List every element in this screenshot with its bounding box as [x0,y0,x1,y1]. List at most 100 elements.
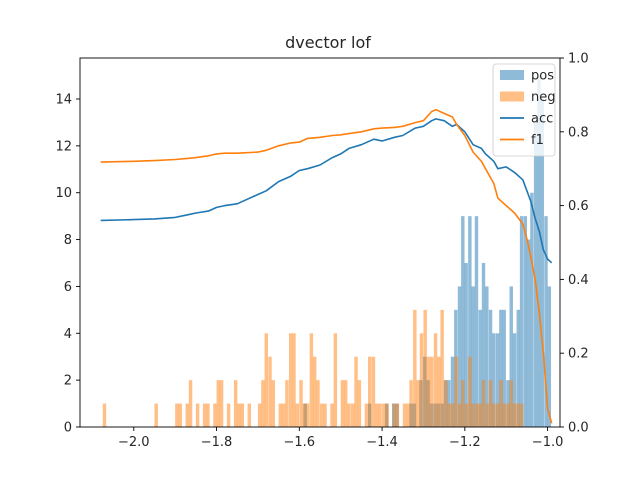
y-tick-label-6: 12 [55,139,72,154]
bar-neg-75 [478,403,482,427]
bar-neg-39 [344,380,348,427]
bar-neg-31 [309,333,314,427]
bar-neg-84 [509,380,513,427]
bar-neg-34 [320,403,324,427]
bar-neg-83 [506,403,510,427]
bar-neg-4 [185,403,189,427]
bar-neg-69 [457,403,462,427]
bar-pos-32 [506,380,510,427]
bar-pos-42 [540,99,544,427]
bar-neg-74 [475,403,479,427]
bar-pos-39 [530,192,534,427]
legend-box [492,63,556,157]
bar-pos-37 [523,216,528,427]
bar-neg-80 [495,403,500,427]
bar-neg-25 [288,333,293,427]
bar-neg-82 [502,403,506,427]
bar-neg-59 [423,309,427,427]
bar-pos-35 [516,309,520,427]
bar-neg-7 [202,403,207,427]
bar-neg-66 [447,403,451,427]
bar-neg-57 [416,380,420,427]
bar-neg-33 [316,380,320,427]
bar-neg-23 [281,403,286,427]
y-tick-label-2: 4 [64,327,72,342]
legend-label-pos: pos [531,69,554,84]
bar-neg-13 [233,380,238,427]
bar-pos-41 [537,75,541,428]
bar-neg-36 [330,403,334,427]
bar-neg-26 [292,333,296,427]
bar-neg-64 [440,309,444,427]
y-tick-label-4: 8 [64,233,72,248]
axes-layer: −2.0 −1.8 −1.6 −1.4 −1.2 −1.0 0 2 4 6 8 10 12 14 0.0 0.… [55,52,588,451]
bar-neg-47 [375,403,379,427]
y2-tick-label-1: 0.2 [568,347,589,362]
bar-neg-72 [468,356,472,427]
histogram-neg [102,309,524,427]
bar-pos-28 [492,333,496,427]
bar-neg-77 [485,403,489,427]
bar-neg-5 [188,380,193,427]
chart-title: dvector lof [285,33,371,52]
y-tick-label-5: 10 [55,186,72,201]
bar-neg-50 [385,403,389,427]
bar-neg-68 [454,356,458,427]
bar-neg-44 [364,403,369,427]
y2-tick-label-2: 0.4 [568,273,589,288]
bar-pos-19 [461,216,465,427]
bar-neg-14 [237,403,241,427]
histogram-layer [102,75,552,428]
bar-pos-44 [547,286,552,427]
bar-neg-29 [302,403,307,427]
bar-pos-38 [526,239,531,427]
bar-pos-31 [502,309,506,427]
bar-neg-71 [464,403,469,427]
bar-neg-49 [382,403,386,427]
bar-neg-41 [351,403,355,427]
bar-neg-67 [450,403,455,427]
bar-neg-73 [471,403,475,427]
bar-neg-61 [430,356,434,427]
bar-neg-1 [154,403,158,427]
y-tick-label-0: 0 [64,421,72,436]
bar-neg-19 [264,333,268,427]
bar-pos-43 [544,216,548,427]
bar-neg-17 [257,403,262,427]
bar-pos-21 [468,216,472,427]
bar-neg-63 [437,356,441,427]
y-tick-label-1: 2 [64,374,72,389]
bar-neg-21 [271,380,276,427]
bar-neg-27 [295,403,300,427]
x-tick-label-4: −1.2 [449,435,481,450]
bar-neg-18 [261,380,265,427]
bar-neg-52 [395,403,400,427]
legend-label-f1: f1 [531,133,544,148]
bar-neg-45 [368,356,372,427]
bar-pos-40 [533,122,538,427]
bar-neg-22 [278,403,283,427]
bar-neg-86 [516,403,520,427]
bar-pos-34 [512,333,517,427]
line-layer [100,108,553,424]
bar-pos-23 [474,216,479,427]
bar-neg-32 [312,356,317,427]
plot-frame [79,57,561,428]
bar-pos-26 [485,286,489,427]
x-tick-label-5: −1.0 [532,435,564,450]
bar-pos-24 [478,309,482,427]
legend-swatch-neg [500,91,524,102]
bar-neg-0 [102,403,107,427]
bar-neg-42 [354,356,358,427]
bar-neg-3 [178,403,182,427]
bar-neg-56 [413,309,417,427]
bar-neg-46 [371,356,376,427]
bar-pos-27 [488,309,493,427]
legend-label-acc: acc [531,112,553,127]
bar-neg-6 [195,403,200,427]
y2-tick-label-3: 0.6 [568,199,589,214]
bar-neg-81 [499,380,503,427]
bar-pos-20 [464,263,468,427]
bar-neg-40 [347,403,351,427]
